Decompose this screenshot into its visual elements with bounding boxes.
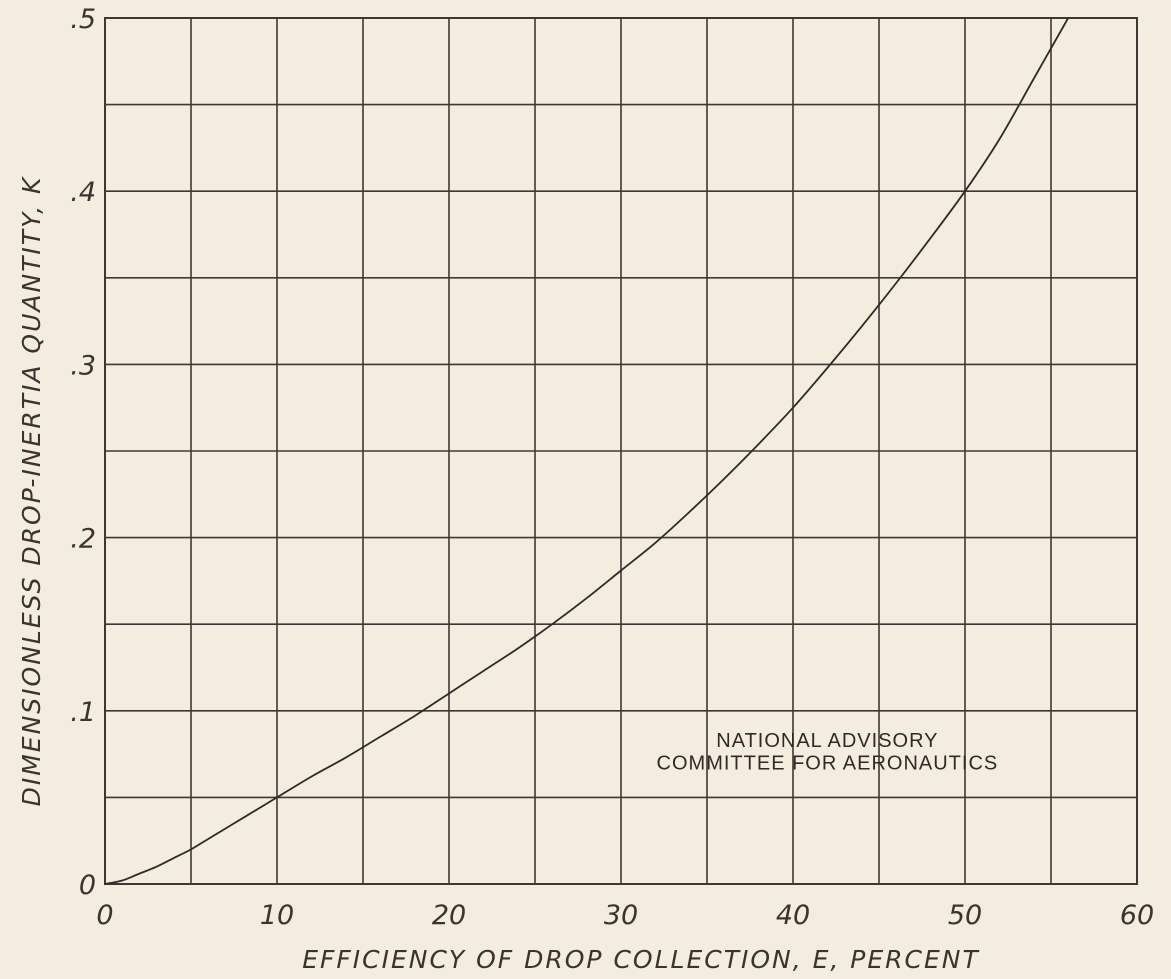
y-tick-label: 0 xyxy=(79,870,96,901)
x-tick-label: 20 xyxy=(432,900,466,931)
y-tick-label: .2 xyxy=(70,524,96,555)
series-line xyxy=(104,17,1069,885)
y-tick-label: .1 xyxy=(70,697,96,728)
x-tick-label: 40 xyxy=(776,900,810,931)
y-tick-labels: 0 .1 .2 .3 .4 .5 xyxy=(70,4,96,901)
x-axis-label: EFFICIENCY OF DROP COLLECTION, E, PERCEN… xyxy=(302,945,980,974)
x-tick-label: 30 xyxy=(604,900,638,931)
x-tick-label: 0 xyxy=(96,900,113,931)
plot-frame xyxy=(104,17,1138,885)
y-tick-label: .5 xyxy=(70,4,96,35)
annotation-text: COMMITTEE FOR AERONAUTICS xyxy=(657,753,999,775)
annotation-text: NATIONAL ADVISORY xyxy=(716,730,938,752)
y-tick-label: .3 xyxy=(70,350,96,381)
x-tick-label: 60 xyxy=(1120,900,1154,931)
y-tick-label: .4 xyxy=(70,177,96,208)
x-tick-labels: 0 10 20 30 40 50 60 xyxy=(96,900,1154,931)
y-axis-label: DIMENSIONLESS DROP-INERTIA QUANTITY, K xyxy=(17,175,46,806)
x-tick-label: 10 xyxy=(260,900,294,931)
series-layer xyxy=(104,17,1069,885)
x-tick-label: 50 xyxy=(948,900,982,931)
